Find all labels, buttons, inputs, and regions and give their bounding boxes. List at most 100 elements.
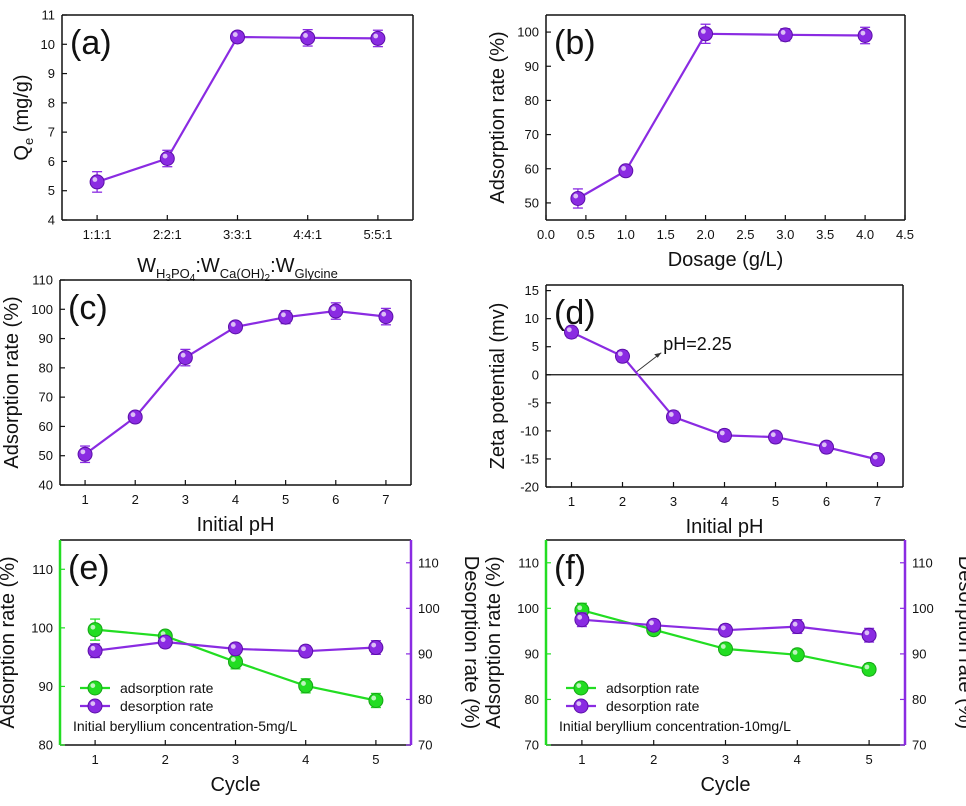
y-tick-label: -5 [527, 395, 539, 410]
x-axis-title-part: :W [270, 255, 295, 277]
y-tick-label: 10 [525, 311, 539, 326]
x-tick-label: 5 [865, 752, 872, 767]
y-tick-label: 110 [518, 555, 539, 570]
x-axis-title-part: 2 [265, 273, 271, 284]
y-tick-label: 90 [525, 59, 539, 74]
x-tick-label: 5 [372, 752, 379, 767]
x-tick-label: 3 [722, 752, 729, 767]
panel-label: (e) [68, 549, 110, 587]
y-tick-label: 50 [39, 448, 53, 463]
y-tick-label: -20 [520, 480, 539, 495]
data-point-highlight [230, 644, 236, 649]
data-point-highlight [230, 322, 236, 327]
x-tick-label: 3 [670, 494, 677, 509]
data-point [718, 641, 733, 657]
y-tick-label: 90 [39, 331, 53, 346]
y-tick-label: 80 [525, 692, 539, 707]
data-point [870, 452, 885, 468]
data-point-highlight [301, 681, 306, 686]
y-tick-label: 90 [39, 679, 53, 694]
x-axis-title-part: PO [171, 266, 190, 281]
data-point [177, 350, 193, 366]
data-point-highlight [162, 153, 168, 159]
data-point-highlight [864, 664, 870, 670]
y-axis-title: Zeta potential (mv) [487, 303, 509, 470]
y-tick-label: 5 [532, 339, 539, 354]
x-tick-label: 2:2:1 [153, 227, 182, 242]
x-tick-label: 5 [282, 492, 289, 507]
data-point [228, 319, 243, 335]
data-point-highlight [80, 449, 86, 455]
data-point-highlight [303, 33, 308, 38]
data-point [789, 647, 805, 663]
data-point-highlight [232, 32, 238, 37]
data-point-highlight [719, 430, 725, 436]
legend-label: desorption rate [120, 698, 214, 714]
y-axis-title: Adsorption rate (%) [487, 31, 509, 203]
y-right-axis-title: Desorption rate (%) [460, 556, 482, 729]
y-tick-label: 70 [525, 127, 539, 142]
data-point [157, 634, 173, 650]
panel-a: 1:1:1 2:2:1 3:3:1 4:4:1 5:5:1 4 5 6 7 8 9 10 11 (a) Qe… [11, 8, 414, 284]
data-point-highlight [792, 650, 798, 655]
x-axis-title-part: 4 [190, 273, 196, 284]
data-point-highlight [792, 621, 798, 627]
data-point [368, 640, 384, 656]
data-point-highlight [864, 630, 870, 636]
data-point-highlight [649, 620, 654, 626]
x-tick-label: 1 [578, 752, 585, 767]
data-point-highlight [770, 432, 776, 438]
y-right-axis-title: Desorption rate (%) [954, 556, 966, 729]
y-tick-label: 80 [39, 360, 53, 375]
x-tick-label: 4.0 [856, 227, 874, 242]
x-axis-title-part: Ca(OH) [220, 266, 265, 281]
legend-marker [573, 680, 589, 696]
data-point-highlight [720, 625, 726, 631]
data-point-highlight [130, 412, 136, 418]
x-tick-label: 2.5 [736, 227, 754, 242]
data-point-highlight [90, 645, 96, 651]
x-tick-label: 4 [794, 752, 801, 767]
panel-label: (c) [68, 289, 108, 327]
y-tick-label: 60 [525, 161, 539, 176]
x-tick-label: 4 [232, 492, 239, 507]
x-tick-label: 6 [823, 494, 830, 509]
x-axis-title-part: H [156, 266, 165, 281]
data-point [328, 303, 344, 319]
y-tick-label: -10 [520, 423, 539, 438]
data-point [777, 27, 793, 43]
panel-label: (b) [554, 24, 596, 62]
data-point [77, 446, 93, 462]
y-tick-label: 80 [39, 738, 53, 753]
series-adsorption-rate [77, 302, 394, 464]
y-right-tick-label: 110 [912, 555, 933, 570]
x-axis-title: Cycle [210, 774, 260, 796]
y-tick-label: 110 [32, 562, 53, 577]
data-point [278, 309, 294, 325]
x-tick-label: 1:1:1 [83, 227, 112, 242]
x-axis-title: Cycle [700, 774, 750, 796]
data-point-highlight [720, 644, 726, 649]
x-tick-label: 3:3:1 [223, 227, 252, 242]
y-tick-label: 15 [525, 283, 539, 298]
data-point [228, 654, 243, 670]
data-point [298, 643, 314, 659]
data-point [368, 692, 384, 708]
x-axis-title-part: 3 [165, 273, 171, 284]
x-tick-label: 2 [162, 752, 169, 767]
panel-label: (f) [554, 549, 586, 587]
data-point-highlight [281, 312, 286, 318]
data-point-highlight [566, 327, 572, 333]
y-axis-title-main: Q [11, 145, 33, 161]
y-tick-label: 100 [517, 601, 539, 616]
y-tick-label: 8 [48, 95, 55, 110]
legend-marker-highlight [576, 701, 582, 706]
x-tick-label: 4:4:1 [293, 227, 322, 242]
data-point [298, 678, 314, 694]
x-tick-label: 4 [302, 752, 309, 767]
x-axis-title-part: Glycine [295, 266, 338, 281]
y-tick-label: 9 [48, 66, 55, 81]
x-tick-label: 2 [650, 752, 657, 767]
legend-label: adsorption rate [120, 680, 214, 696]
annotation-text: pH=2.25 [663, 334, 732, 354]
